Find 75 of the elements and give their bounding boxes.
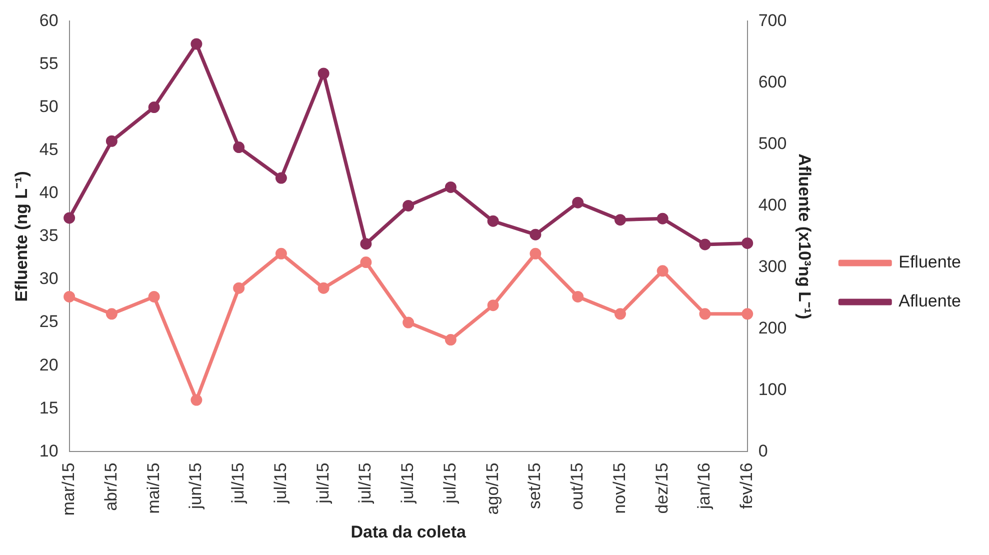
point (530, 248, 542, 260)
y-tick-label: 45 (39, 140, 58, 160)
x-tick-label: set/15 (525, 462, 544, 510)
legend-label: Afluente (898, 292, 962, 311)
x-tick-label: jan/16 (694, 462, 714, 510)
y2-tick-label: 100 (758, 380, 787, 399)
point (742, 237, 754, 249)
point (318, 68, 330, 80)
y-tick-label: 30 (39, 269, 58, 288)
x-tick-label: ago/15 (482, 462, 502, 515)
x-tick-label: jul/15 (228, 462, 248, 504)
x-tick-label: abr/15 (101, 462, 120, 511)
point (190, 38, 202, 50)
point (402, 316, 414, 328)
x-tick-label: jun/15 (186, 462, 206, 510)
x-tick-label: jul/15 (356, 462, 375, 504)
point (318, 282, 330, 294)
point (190, 394, 202, 406)
x-tick-label: nov/15 (610, 462, 629, 514)
point (444, 181, 456, 193)
y2-tick-label: 400 (758, 195, 787, 214)
x-tick-label: dez/15 (652, 462, 672, 514)
x-tick-label: jul/15 (398, 462, 418, 504)
x-axis-title: Data da coleta (350, 522, 467, 542)
point (148, 102, 160, 114)
point (233, 282, 245, 294)
point (614, 214, 626, 226)
point (530, 228, 542, 240)
legend-label: Efluente (898, 252, 962, 272)
point (656, 212, 668, 224)
point (572, 290, 584, 302)
x-tick-label: mar/15 (58, 462, 78, 516)
point (275, 248, 287, 260)
point (656, 265, 668, 277)
y2-tick-label: 600 (758, 72, 787, 92)
y2-tick-label: 200 (758, 318, 787, 338)
point (402, 200, 414, 212)
y-tick-label: 40 (39, 183, 58, 202)
y-tick-label: 60 (39, 10, 58, 30)
point (742, 308, 754, 320)
y-tick-label: 50 (39, 96, 58, 116)
y-tick-label: 55 (39, 54, 58, 73)
y2-axis-title: Afluente (x10³ng L⁻¹) (795, 154, 814, 320)
point (233, 142, 245, 154)
y-tick-label: 35 (39, 226, 58, 246)
y-tick-label: 10 (39, 441, 58, 460)
point (64, 290, 76, 302)
point (148, 290, 160, 302)
point (487, 215, 499, 227)
point (699, 238, 711, 250)
x-tick-label: out/15 (568, 462, 587, 510)
y-tick-label: 20 (39, 355, 58, 374)
y-tick-label: 25 (39, 312, 58, 332)
x-tick-label: mai/15 (144, 462, 163, 514)
x-tick-label: jul/15 (440, 462, 460, 504)
point (275, 172, 287, 184)
y2-tick-label: 500 (758, 134, 787, 153)
x-tick-label: jul/15 (313, 462, 332, 504)
point (614, 308, 626, 320)
point (487, 300, 499, 312)
point (360, 238, 372, 250)
point (106, 135, 118, 147)
y-axis-title: Efluente (ng L⁻¹) (12, 171, 31, 302)
point (699, 308, 711, 320)
point (106, 308, 118, 320)
y2-tick-label: 700 (758, 10, 787, 30)
y-tick-label: 15 (39, 398, 58, 418)
point (64, 212, 76, 224)
point (444, 334, 456, 346)
x-tick-label: jul/15 (270, 462, 290, 504)
point (572, 196, 584, 208)
y2-tick-label: 0 (758, 441, 768, 460)
y2-tick-label: 300 (758, 256, 787, 276)
point (360, 256, 372, 268)
x-tick-label: fev/16 (737, 462, 756, 510)
